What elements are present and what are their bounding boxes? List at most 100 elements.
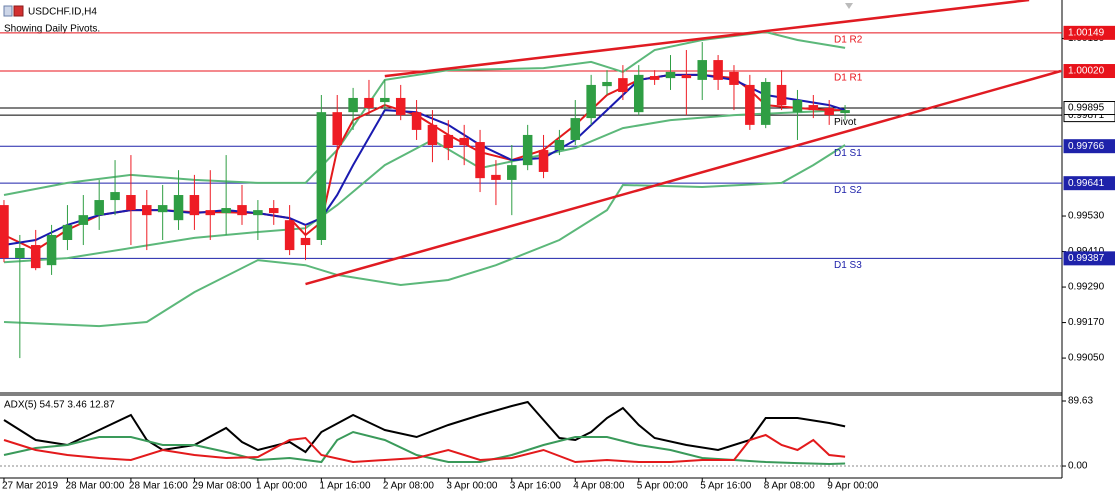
x-tick-label: 27 Mar 2019: [2, 481, 59, 492]
x-tick-label: 5 Apr 00:00: [637, 481, 689, 492]
candle-body: [300, 237, 311, 246]
candle-body: [46, 234, 57, 266]
y-tick-label: 0.99530: [1068, 211, 1105, 222]
x-tick-label: 3 Apr 16:00: [510, 481, 562, 492]
level-name: D1 R2: [834, 34, 863, 45]
x-tick-label: 5 Apr 16:00: [700, 481, 752, 492]
price-box: [1063, 64, 1115, 79]
symbol-icons: [3, 5, 24, 17]
price-box-label: 0.99641: [1068, 178, 1105, 189]
y-tick-label: 0.99290: [1068, 282, 1105, 293]
price-box-label: 0.99387: [1068, 253, 1105, 264]
candle-body: [665, 71, 676, 79]
candle-body: [443, 134, 454, 148]
candle-body: [681, 74, 692, 79]
candle-body: [633, 74, 644, 113]
candle-body: [507, 165, 517, 180]
candle-body: [776, 84, 787, 106]
y-tick-label: 0.00: [1068, 461, 1088, 472]
price-box: [1063, 139, 1115, 154]
candle-body: [697, 60, 707, 80]
candle-body: [602, 81, 612, 87]
x-tick-label: 2 Apr 08:00: [383, 481, 435, 492]
candle-body: [491, 174, 501, 180]
candle-body: [427, 124, 438, 146]
candle-body: [729, 71, 739, 85]
candle-body: [110, 192, 120, 201]
trendline: [384, 0, 1030, 78]
candle-body: [94, 200, 104, 216]
price-box-label: 1.00149: [1068, 27, 1105, 38]
candle-body: [348, 97, 358, 113]
price-box-label: 0.99895: [1068, 103, 1105, 114]
candle-body: [570, 118, 581, 140]
candle-body: [459, 137, 469, 146]
price-box-label: 0.99766: [1068, 141, 1105, 152]
price-box: [1063, 176, 1115, 191]
candle-body: [62, 224, 73, 241]
candle-body: [538, 150, 549, 172]
candle-body: [649, 76, 660, 80]
candle-body: [173, 195, 184, 221]
candle-body: [395, 97, 406, 116]
candle-body: [268, 208, 279, 214]
candle-body: [380, 97, 390, 103]
x-tick-label: 4 Apr 08:00: [573, 481, 625, 492]
symbol: USDCHF.ID,H4: [28, 7, 97, 18]
candle-body: [284, 220, 295, 251]
adx-line: [3, 400, 846, 454]
candle-body: [745, 84, 755, 125]
price-box-label: 1.00020: [1068, 66, 1105, 77]
x-tick-label: 1 Apr 00:00: [256, 481, 308, 492]
level-name: D1 S3: [834, 260, 862, 271]
candle-body: [760, 81, 771, 125]
candle-body: [586, 84, 596, 119]
adx-line: [3, 433, 846, 464]
y-tick-label: 89.63: [1068, 396, 1093, 407]
candle-body: [316, 112, 327, 241]
candle-body: [78, 215, 89, 225]
icon: [13, 5, 24, 17]
candle-body: [840, 110, 850, 114]
x-tick-label: 28 Mar 00:00: [65, 481, 124, 492]
level-name: D1 R1: [834, 73, 863, 84]
candle-body: [189, 195, 200, 216]
candle-body: [142, 205, 152, 216]
candle-body: [157, 205, 168, 213]
indicator-title: ADX(5) 54.57 3.46 12.87: [4, 400, 115, 411]
candle-body: [205, 210, 216, 216]
candle-body: [713, 60, 723, 80]
level-name: Pivot: [834, 117, 856, 128]
candle-body: [237, 205, 247, 216]
level-name: D1 S2: [834, 185, 862, 196]
candle-body: [554, 139, 565, 151]
candle-body: [522, 134, 533, 166]
candle-body: [253, 210, 263, 216]
indicator-line: [3, 144, 846, 328]
y-tick-label: 0.99050: [1068, 353, 1105, 364]
pivot-note: Showing Daily Pivots.: [4, 24, 100, 35]
price-box: [1063, 25, 1115, 40]
price-box-label: 0.99871: [1068, 110, 1105, 121]
candle-body: [792, 100, 803, 113]
candle-body: [475, 142, 485, 179]
trendline: [305, 69, 1062, 286]
candle-body: [221, 208, 231, 214]
candle-body: [411, 112, 422, 130]
price-box: [1063, 251, 1115, 266]
candle-body: [15, 247, 25, 259]
x-tick-label: 29 Mar 08:00: [192, 481, 251, 492]
level-name: D1 S1: [834, 148, 862, 159]
candle-body: [0, 205, 9, 259]
candle-body: [364, 97, 374, 109]
icon: [3, 5, 13, 17]
x-tick-label: 3 Apr 00:00: [446, 481, 498, 492]
candle-body: [808, 105, 819, 111]
price-box: [1063, 101, 1115, 116]
x-tick-label: 8 Apr 08:00: [764, 481, 816, 492]
candle-body: [30, 245, 41, 269]
candle-body: [332, 112, 342, 146]
